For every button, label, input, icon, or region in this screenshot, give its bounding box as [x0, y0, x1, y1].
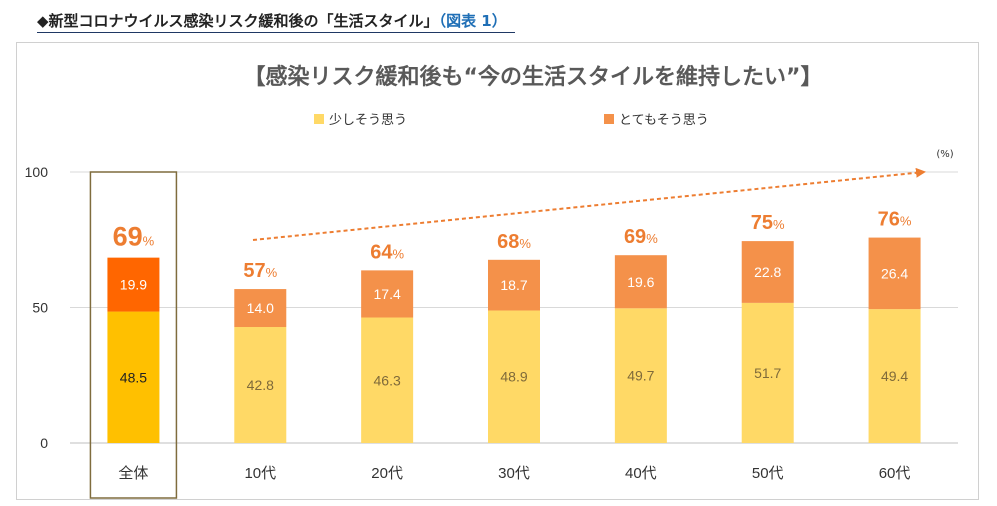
x-tick-label: 20代	[371, 465, 403, 482]
chart-title: 【感染リスク緩和後も“今の生活スタイルを維持したい”】	[244, 64, 823, 90]
bar-segment-sukoshi	[107, 311, 160, 443]
bar-segment-sukoshi	[868, 309, 921, 443]
x-tick-label: 全体	[118, 464, 148, 482]
bar-segment-sukoshi	[614, 308, 667, 443]
x-tick-label: 40代	[625, 465, 657, 482]
x-tick-label: 50代	[752, 465, 784, 482]
x-tick-label: 30代	[498, 465, 530, 482]
bar-segment-totemo	[361, 270, 414, 318]
legend: 少しそう思う とてもそう思う	[314, 113, 709, 128]
bar-segment-totemo	[741, 241, 794, 303]
legend-swatch	[604, 114, 614, 124]
total-label: 76%	[878, 209, 912, 231]
bar-segment-totemo	[488, 259, 540, 311]
data-label: 19.6	[627, 274, 654, 290]
bar-segment-totemo	[614, 255, 667, 309]
highlight-box	[89, 171, 178, 499]
y-tick-label: 50	[32, 300, 48, 316]
data-label: 19.9	[120, 277, 147, 293]
legend-swatch	[314, 114, 324, 124]
heading-text: 新型コロナウイルス感染リスク緩和後の「生活スタイル」	[48, 12, 439, 30]
data-label: 49.4	[881, 368, 908, 384]
heading-marker-icon: ◆	[37, 12, 49, 30]
labels: 48.5 19.9 69% 全体 42.8 14.0 57% 10代 46.3 17.4 64% 20…	[113, 209, 912, 482]
bar-segment-sukoshi	[741, 302, 794, 443]
data-label: 48.5	[120, 369, 147, 385]
legend-label: 少しそう思う	[329, 113, 407, 128]
bar-segment-totemo	[107, 257, 160, 312]
data-label: 26.4	[881, 265, 908, 281]
total-label: 69%	[113, 222, 155, 252]
data-label: 14.0	[247, 300, 274, 316]
x-tick-label: 10代	[244, 465, 276, 482]
data-label: 22.8	[754, 264, 781, 280]
bar-segment-totemo	[868, 237, 921, 310]
data-label: 17.4	[374, 286, 401, 302]
legend-label: とてもそう思う	[619, 113, 709, 128]
page-heading: ◆新型コロナウイルス感染リスク緩和後の「生活スタイル」（図表 1）	[37, 10, 515, 33]
data-label: 18.7	[500, 277, 527, 293]
total-label: 57%	[243, 260, 277, 282]
bar-segment-sukoshi	[488, 310, 540, 443]
total-label: 64%	[370, 241, 404, 263]
chart-frame	[16, 42, 979, 500]
data-label: 48.9	[500, 369, 527, 385]
data-label: 49.7	[627, 368, 654, 384]
y-tick-label: 100	[25, 164, 49, 180]
data-label: 42.8	[247, 377, 274, 393]
bar-segment-totemo	[234, 289, 287, 328]
bar-segment-sukoshi	[234, 327, 287, 443]
bar-segment-sukoshi	[361, 317, 414, 443]
y-tick-label: 0	[40, 435, 48, 451]
total-label: 75%	[751, 212, 785, 234]
data-label: 51.7	[754, 365, 781, 381]
trend-arrow	[252, 167, 926, 241]
bars	[89, 167, 926, 499]
x-tick-label: 60代	[879, 465, 911, 482]
total-label: 68%	[497, 231, 531, 253]
heading-figure-ref: （図表 1）	[438, 12, 507, 30]
unit-label: (%)	[936, 149, 953, 160]
data-label: 46.3	[374, 372, 401, 388]
total-label: 69%	[624, 226, 658, 248]
